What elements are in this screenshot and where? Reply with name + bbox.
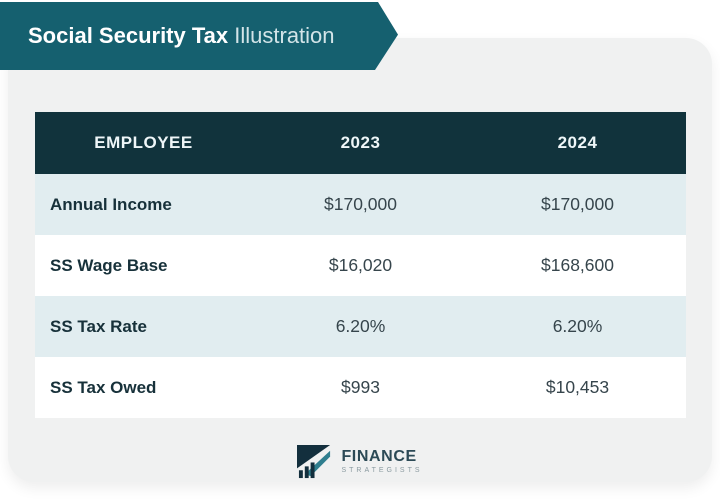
logo-text: FINANCE STRATEGISTS: [341, 448, 423, 475]
table-row-ss-tax-owed: SS Tax Owed $993 $10,453: [35, 357, 686, 418]
row-value-2024: $168,600: [541, 255, 614, 275]
row-value-2023: $993: [341, 377, 380, 397]
row-value-2024: $170,000: [541, 194, 614, 214]
table-row-annual-income: Annual Income $170,000 $170,000: [35, 174, 686, 235]
title-banner: Social Security Tax Illustration: [0, 2, 398, 70]
logo-name: FINANCE: [341, 448, 417, 465]
row-value-2024: 6.20%: [552, 316, 603, 336]
row-value-2023: 6.20%: [335, 316, 386, 336]
table-row-ss-wage-base: SS Wage Base $16,020 $168,600: [35, 235, 686, 296]
header-2024: 2024: [557, 133, 598, 152]
row-label: SS Wage Base: [50, 255, 168, 275]
row-value-2023: $170,000: [324, 194, 397, 214]
banner-title-bold: Social Security Tax: [28, 23, 229, 48]
row-label: Annual Income: [50, 194, 172, 214]
growth-chart-icon: [297, 443, 334, 480]
table-header-row: EMPLOYEE 2023 2024: [35, 112, 686, 174]
finance-strategists-logo: FINANCE STRATEGISTS: [0, 443, 720, 480]
row-value-2023: $16,020: [328, 255, 393, 275]
row-value-2024: $10,453: [545, 377, 610, 397]
tax-comparison-table: EMPLOYEE 2023 2024 Annual Income $170,00…: [35, 112, 686, 418]
banner-title-light: Illustration: [228, 23, 335, 48]
row-label: SS Tax Rate: [50, 316, 148, 336]
logo-tagline: STRATEGISTS: [341, 467, 423, 474]
table-row-ss-tax-rate: SS Tax Rate 6.20% 6.20%: [35, 296, 686, 357]
row-label: SS Tax Owed: [50, 377, 157, 397]
header-2023: 2023: [340, 133, 381, 152]
header-employee: EMPLOYEE: [94, 133, 193, 152]
